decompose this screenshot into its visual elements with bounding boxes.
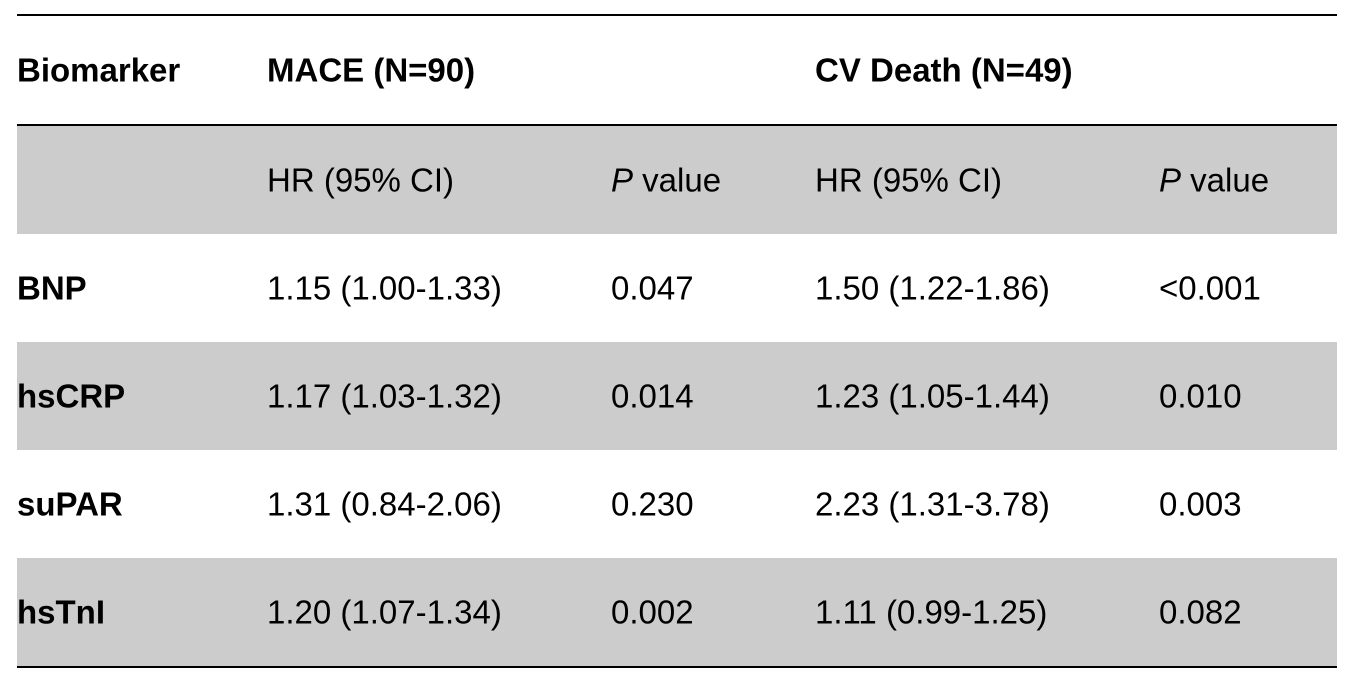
row-cv-p: 0.010 bbox=[1159, 377, 1242, 415]
row-mace-hr: 1.31 (0.84-2.06) bbox=[267, 485, 502, 523]
row-cv-hr: 1.11 (0.99-1.25) bbox=[815, 593, 1048, 631]
biomarker-header: Biomarker bbox=[17, 51, 181, 89]
mace-hr-header: HR (95% CI) bbox=[267, 161, 455, 199]
cv-p-word: value bbox=[1181, 161, 1270, 199]
row-cv-hr: 2.23 (1.31-3.78) bbox=[815, 485, 1050, 523]
table-row: BNP 1.15 (1.00-1.33) 0.047 1.50 (1.22-1.… bbox=[17, 234, 1337, 342]
mace-p-letter: P bbox=[611, 161, 634, 199]
mace-p-header: P value bbox=[611, 164, 721, 197]
row-mace-hr: 1.15 (1.00-1.33) bbox=[267, 269, 502, 307]
row-mace-p: 0.047 bbox=[611, 269, 694, 307]
row-biomarker: hsTnI bbox=[17, 593, 105, 631]
row-mace-p: 0.002 bbox=[611, 593, 694, 631]
row-biomarker: suPAR bbox=[17, 485, 123, 523]
cv-death-header: CV Death (N=49) bbox=[815, 51, 1073, 89]
biomarker-table: Biomarker MACE (N=90) CV Death (N=49) HR… bbox=[17, 14, 1337, 668]
row-cv-p: 0.082 bbox=[1159, 593, 1242, 631]
cv-p-header: P value bbox=[1159, 164, 1269, 197]
row-mace-p: 0.014 bbox=[611, 377, 694, 415]
row-cv-hr: 1.23 (1.05-1.44) bbox=[815, 377, 1050, 415]
table-row: hsCRP 1.17 (1.03-1.32) 0.014 1.23 (1.05-… bbox=[17, 342, 1337, 450]
row-mace-hr: 1.20 (1.07-1.34) bbox=[267, 593, 502, 631]
cv-p-letter: P bbox=[1159, 161, 1182, 199]
cv-hr-header: HR (95% CI) bbox=[815, 161, 1003, 199]
table-row: suPAR 1.31 (0.84-2.06) 0.230 2.23 (1.31-… bbox=[17, 450, 1337, 558]
group-header-row: Biomarker MACE (N=90) CV Death (N=49) bbox=[17, 16, 1337, 124]
table-top-rule bbox=[17, 14, 1337, 16]
row-mace-hr: 1.17 (1.03-1.32) bbox=[267, 377, 502, 415]
row-biomarker: BNP bbox=[17, 269, 87, 307]
header-rule bbox=[17, 124, 1337, 126]
mace-p-word: value bbox=[633, 161, 722, 199]
table-bottom-rule bbox=[17, 666, 1337, 668]
mace-header: MACE (N=90) bbox=[267, 51, 476, 89]
sub-header-row: HR (95% CI) P value HR (95% CI) P value bbox=[17, 126, 1337, 234]
table-row: hsTnI 1.20 (1.07-1.34) 0.002 1.11 (0.99-… bbox=[17, 558, 1337, 666]
row-cv-p: 0.003 bbox=[1159, 485, 1242, 523]
row-biomarker: hsCRP bbox=[17, 377, 126, 415]
row-cv-p: <0.001 bbox=[1159, 269, 1261, 307]
row-mace-p: 0.230 bbox=[611, 485, 694, 523]
row-cv-hr: 1.50 (1.22-1.86) bbox=[815, 269, 1050, 307]
